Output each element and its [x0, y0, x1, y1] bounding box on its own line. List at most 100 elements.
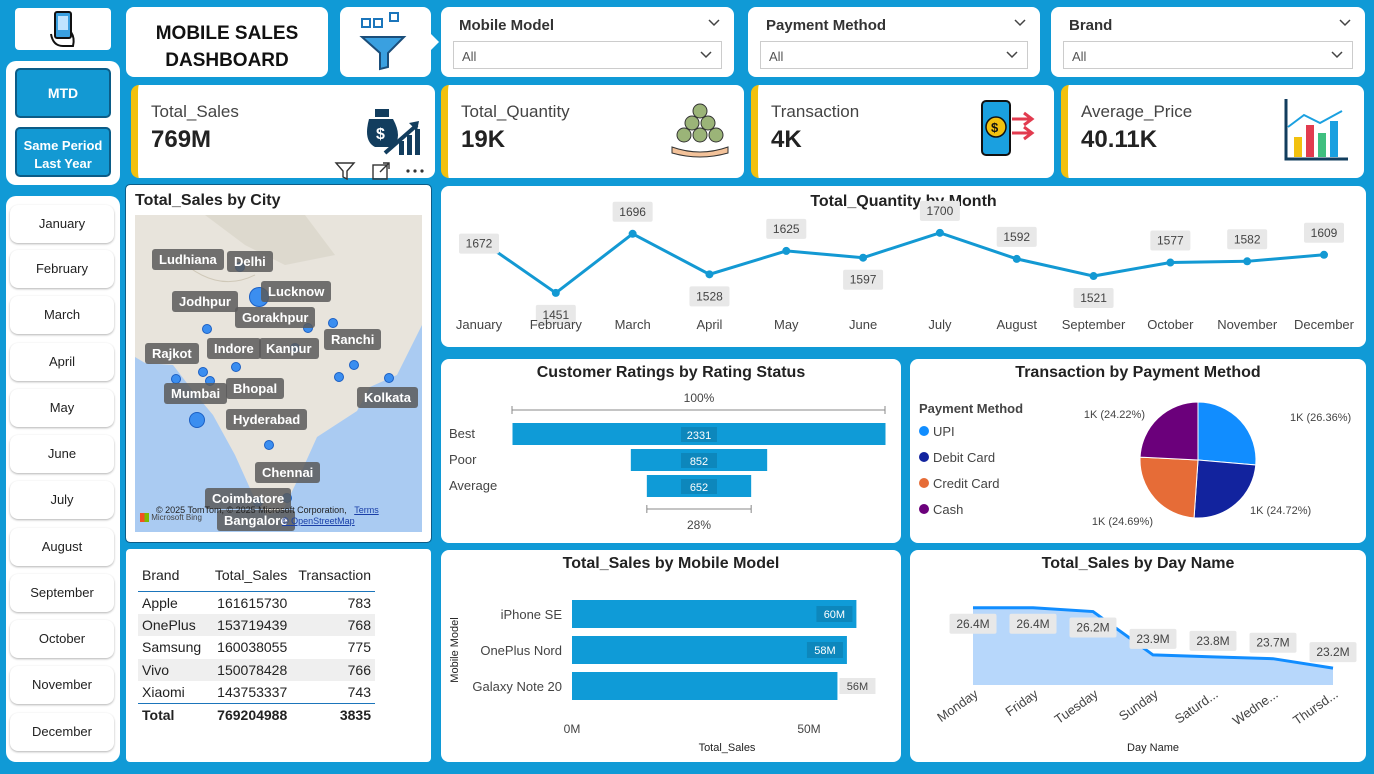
line-point[interactable] [1320, 250, 1328, 259]
map-attribution: © 2025 TomTom, © 2025 Microsoft Corporat… [156, 505, 379, 515]
payment-pie-chart[interactable]: Payment Method UPI Debit Card Credit Card Ca… [910, 359, 1366, 543]
x-tick-label: Monday [934, 686, 981, 725]
column-header[interactable]: Total_Sales [207, 560, 292, 592]
line-point[interactable] [859, 253, 868, 262]
data-label: 26.2M [1076, 621, 1109, 635]
pie-slice[interactable] [1193, 459, 1257, 519]
brand-slicer[interactable]: Brand All [1051, 7, 1365, 77]
model-bar[interactable] [572, 600, 857, 628]
x-tick-label: August [996, 317, 1037, 332]
table-row[interactable]: Xiaomi 143753337 743 [138, 681, 375, 704]
table-row[interactable]: Vivo 150078428 766 [138, 658, 375, 681]
month-september[interactable]: September [10, 574, 114, 612]
total-sales: 769204988 [207, 703, 292, 726]
line-point[interactable] [1089, 272, 1098, 281]
pie-slice[interactable] [1139, 401, 1199, 461]
osm-link[interactable]: © OpenStreetMap [282, 516, 355, 526]
legend-marker [919, 452, 929, 462]
kpi-value: 40.11K [1081, 126, 1158, 153]
x-tick-label: Friday [1003, 686, 1042, 719]
payment-method-slicer[interactable]: Payment Method All [748, 7, 1040, 77]
month-july[interactable]: July [10, 481, 114, 519]
column-header[interactable]: Brand [138, 560, 208, 592]
month-april[interactable]: April [10, 343, 114, 381]
model-bar-chart[interactable]: iPhone SE 60M OnePlus Nord 58M Galaxy Note 2… [441, 550, 901, 762]
mobile-model-dropdown[interactable]: All [453, 41, 722, 69]
filter-icon[interactable] [334, 160, 356, 182]
month-november[interactable]: November [10, 666, 114, 704]
model-bar[interactable] [572, 672, 838, 700]
slice-label: 1K (24.22%) [1084, 409, 1145, 421]
brand-cell: OnePlus [138, 613, 208, 636]
chevron-down-icon [1331, 51, 1343, 59]
city-bubble[interactable] [384, 373, 394, 383]
month-june[interactable]: June [10, 435, 114, 473]
month-october[interactable]: October [10, 620, 114, 658]
more-options-icon[interactable] [404, 160, 426, 182]
legend-item[interactable]: Debit Card [933, 450, 995, 465]
city-bubble[interactable] [202, 324, 212, 334]
map-city-label: Kanpur [259, 338, 319, 359]
day-area-chart[interactable]: 26.4M Monday 26.4M Friday 26.2M Tuesday 23.9M S… [910, 550, 1366, 762]
mobile-model-slicer[interactable]: Mobile Model All [441, 7, 734, 77]
map-city-label: Mumbai [164, 383, 228, 404]
model-bar[interactable] [572, 636, 847, 664]
app-logo [15, 8, 111, 50]
city-bubble[interactable] [231, 362, 241, 372]
city-bubble[interactable] [328, 318, 338, 328]
x-tick-label: November [1217, 317, 1278, 332]
column-header[interactable]: Transaction [291, 560, 375, 592]
same-period-last-year-button[interactable]: Same Period Last Year [15, 127, 111, 177]
brand-dropdown[interactable]: All [1063, 41, 1353, 69]
city-bubble[interactable] [334, 372, 344, 382]
focus-mode-icon[interactable] [370, 160, 392, 182]
month-january[interactable]: January [10, 205, 114, 243]
terms-link[interactable]: Terms [354, 505, 379, 515]
map-city-label: Kolkata [357, 387, 418, 408]
legend-item[interactable]: UPI [933, 424, 955, 439]
line-point[interactable] [705, 270, 714, 279]
mtd-button[interactable]: MTD [15, 68, 111, 118]
chevron-down-icon[interactable] [708, 17, 720, 29]
table-row[interactable]: Apple 161615730 783 [138, 591, 375, 614]
filter-toggle[interactable] [340, 7, 439, 77]
kpi-total-quantity: Total_Quantity 19K [441, 85, 744, 178]
line-point[interactable] [551, 288, 560, 297]
ratings-funnel-chart[interactable]: 100% Best 2331 Poor 852 Average 652 28% [441, 359, 901, 543]
line-point[interactable] [935, 228, 944, 237]
month-december[interactable]: December [10, 713, 114, 751]
table-total-row: Total 769204988 3835 [138, 703, 375, 726]
line-point[interactable] [1243, 257, 1252, 266]
line-point[interactable] [782, 246, 791, 255]
slicer-label: Payment Method [766, 17, 887, 34]
city-bubble[interactable] [264, 440, 274, 450]
legend-item[interactable]: Credit Card [933, 476, 999, 491]
transaction-cell: 783 [347, 594, 371, 611]
month-march[interactable]: March [10, 296, 114, 334]
payment-method-dropdown[interactable]: All [760, 41, 1028, 69]
table-row[interactable]: OnePlus 153719439 768 [138, 613, 375, 636]
month-august[interactable]: August [10, 528, 114, 566]
month-may[interactable]: May [10, 389, 114, 427]
data-label-bg [949, 613, 997, 634]
slicer-label: Brand [1069, 17, 1113, 34]
data-label-bg [1189, 630, 1237, 651]
chevron-down-icon[interactable] [1339, 17, 1351, 29]
city-bubble[interactable] [349, 360, 359, 370]
city-bubble[interactable] [189, 412, 205, 428]
chart-title: Total_Sales by Mobile Model [562, 555, 780, 572]
table-row[interactable]: Samsung 160038055 775 [138, 636, 375, 659]
line-point[interactable] [628, 229, 637, 238]
line-point[interactable] [1166, 258, 1175, 267]
month-february[interactable]: February [10, 250, 114, 288]
city-bubble[interactable] [198, 367, 208, 377]
map-city-label: Ludhiana [152, 249, 224, 270]
chevron-down-icon[interactable] [1014, 17, 1026, 29]
map-title: Total_Sales by City [135, 192, 281, 209]
pie-slice[interactable] [1197, 401, 1257, 466]
pie-slice[interactable] [1139, 456, 1199, 519]
value-label: 56M [847, 681, 868, 693]
line-point[interactable] [1012, 254, 1021, 263]
legend-item[interactable]: Cash [933, 502, 963, 517]
